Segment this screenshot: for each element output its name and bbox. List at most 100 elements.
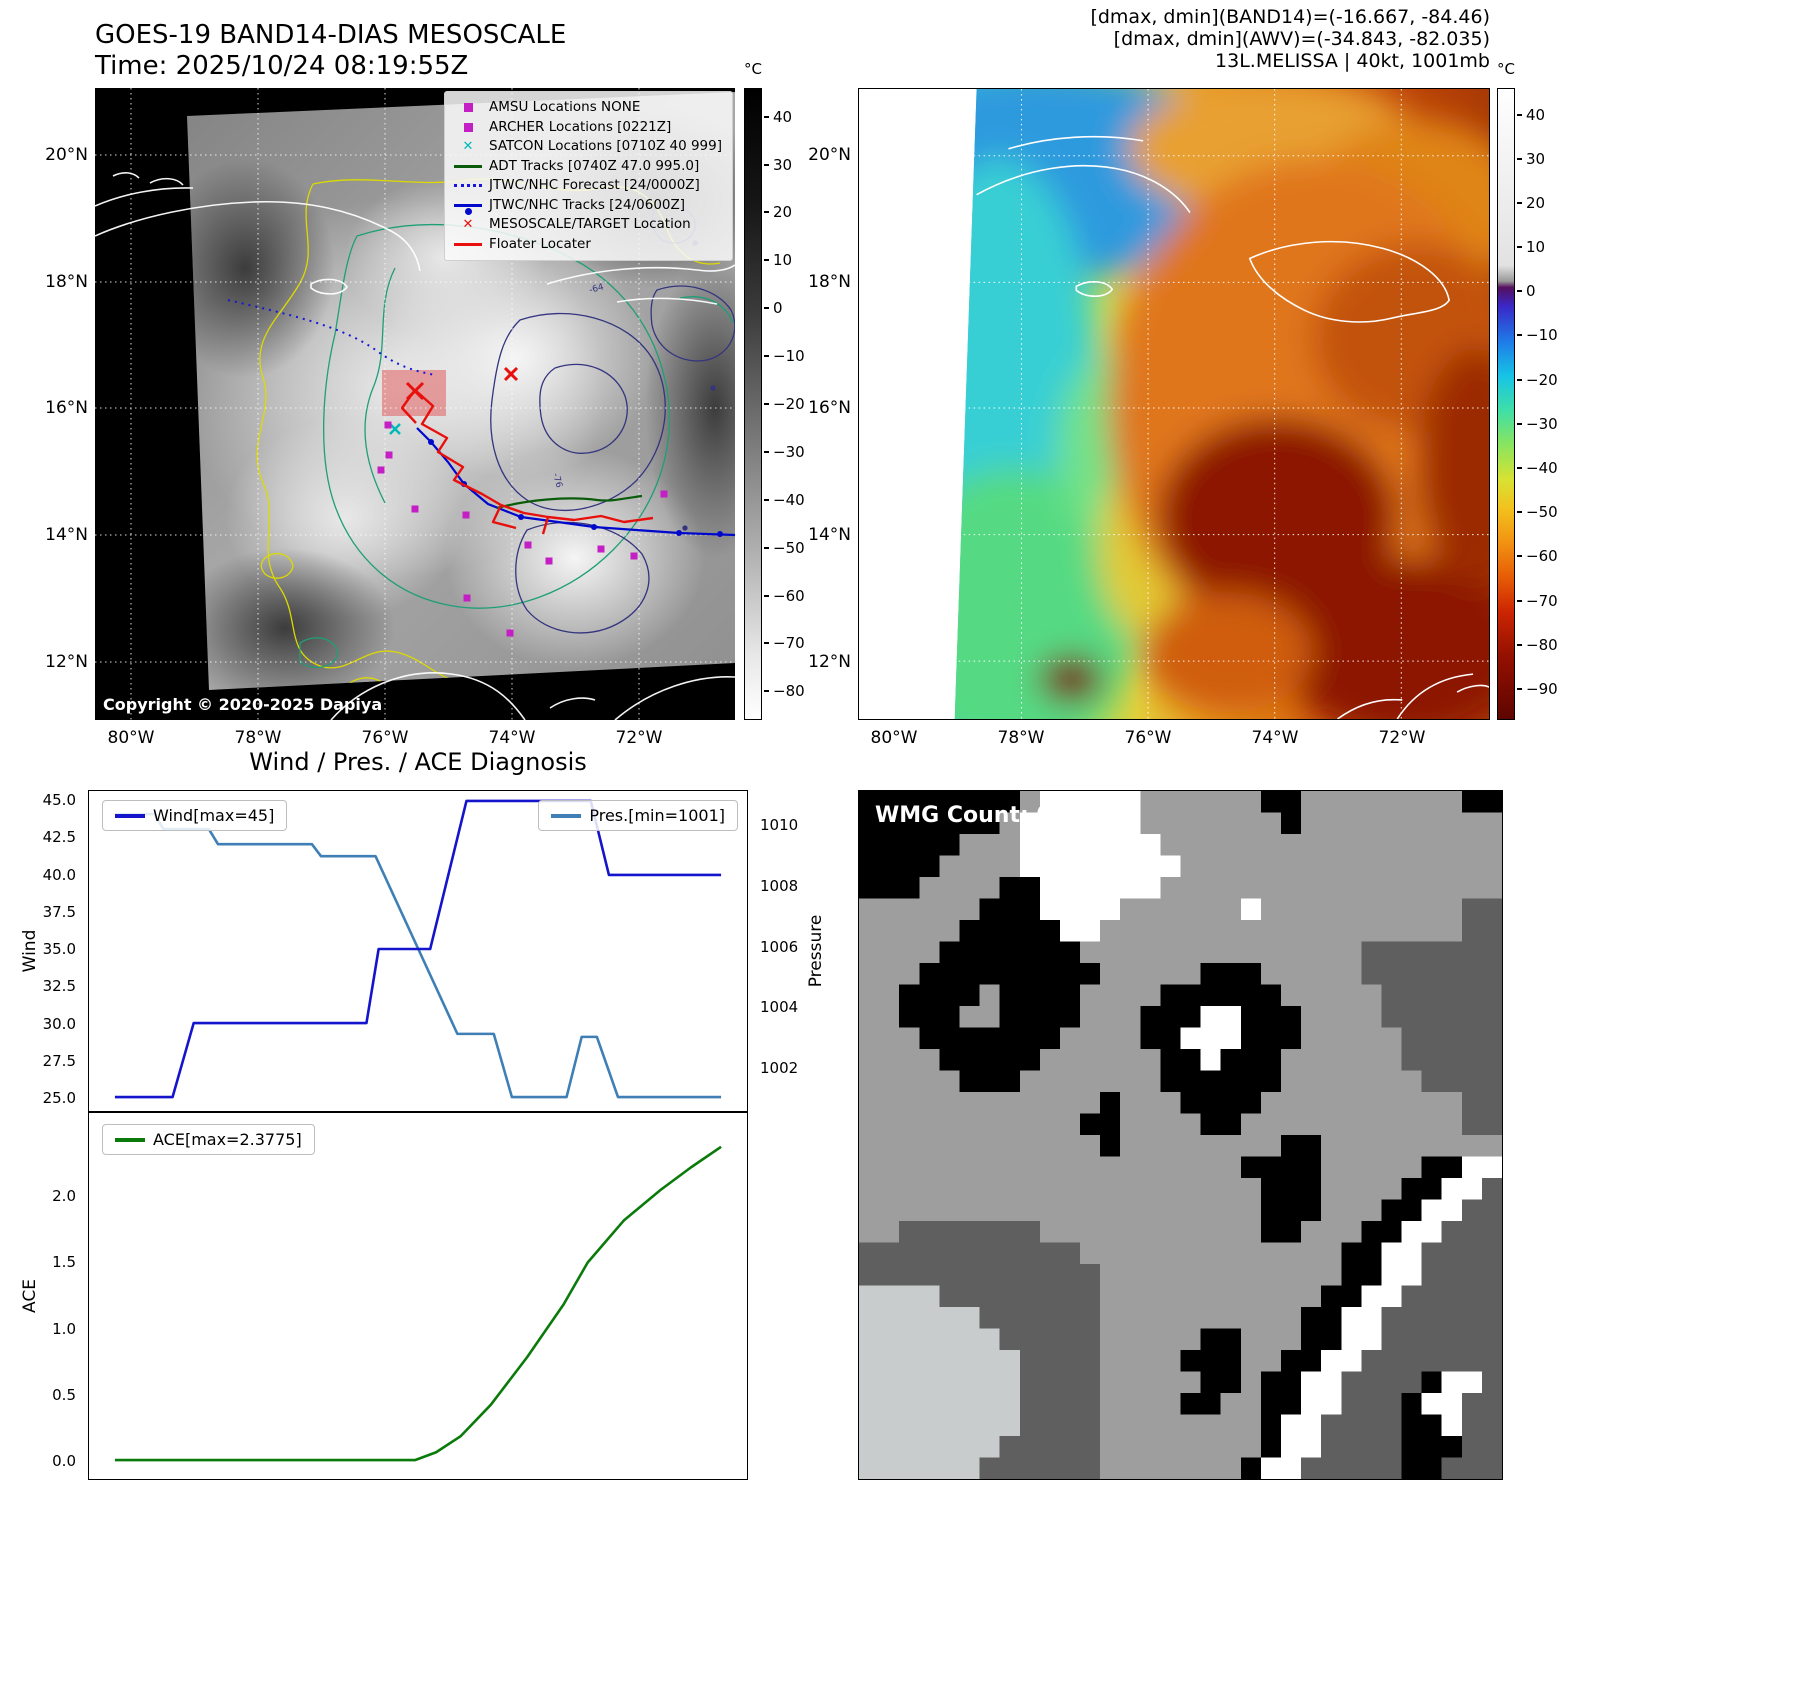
lat-tick-label: 18°N	[808, 272, 851, 292]
legend-x-icon: ✕	[462, 139, 474, 155]
lon-tick-label: 76°W	[361, 728, 409, 748]
colorbar-tick: −50	[764, 539, 805, 557]
colorbar-tick: −90	[1517, 680, 1558, 698]
wind-line-swatch	[115, 813, 145, 818]
legend-item-label: JTWC/NHC Forecast [24/0000Z]	[489, 177, 700, 193]
contour-label: -76	[550, 472, 564, 489]
legend-line-dot-icon	[451, 203, 485, 215]
lat-tick-label: 18°N	[45, 272, 88, 292]
colorbar-tick: −10	[1517, 326, 1558, 344]
colorbar-tick: 0	[1517, 282, 1536, 300]
awv-satellite-image	[859, 89, 1489, 719]
chart-tick-label: 45.0	[42, 791, 76, 809]
lon-tick-label: 78°W	[234, 728, 282, 748]
colorbar-tick: −40	[764, 491, 805, 509]
lon-tick-label: 80°W	[107, 728, 155, 748]
wind-axis-label: Wind	[20, 929, 40, 973]
colorbar-tick: −70	[764, 634, 805, 652]
colorbar-tick: 10	[1517, 238, 1545, 256]
lon-tick-label: 72°W	[1378, 728, 1426, 748]
lat-tick-label: 20°N	[45, 145, 88, 165]
colorbar-tick: 10	[764, 251, 792, 269]
awv-colorbar	[1497, 88, 1515, 720]
legend-square-icon	[451, 103, 485, 113]
band14-colorbar	[744, 88, 762, 720]
wind-legend: Wind[max=45]	[102, 800, 288, 831]
legend-item: ADT Tracks [0740Z 47.0 995.0]	[451, 157, 722, 177]
satcon-marker	[389, 423, 401, 435]
band14-colorbar-ticks: 40 30 20 10 0 −10 −20 −30 −40 −50 −60 −70 −80	[764, 88, 828, 720]
lon-tick-label: 80°W	[870, 728, 918, 748]
legend-item-label: ADT Tracks [0740Z 47.0 995.0]	[489, 157, 700, 174]
coastlines	[976, 135, 1489, 719]
colorbar-tick: 40	[1517, 106, 1545, 124]
mesoscale-target-marker	[405, 366, 519, 401]
legend-x-icon: ✕	[462, 217, 474, 233]
chart-tick-label: 1002	[760, 1058, 799, 1077]
lat-tick-label: 16°N	[45, 398, 88, 418]
band14-map: -64 -76 AMSU Locations NONE ARCHER Locati…	[95, 88, 735, 720]
wind-legend-label: Wind[max=45]	[153, 806, 275, 825]
archer-marker-group	[377, 421, 668, 637]
diagnosis-title: Wind / Pres. / ACE Diagnosis	[249, 748, 587, 776]
lon-tick-label: 74°W	[488, 728, 536, 748]
chart-tick-label: 35.0	[42, 940, 76, 958]
legend-item-label: SATCON Locations [0710Z 40 999]	[489, 138, 722, 154]
chart-tick-label: 32.5	[42, 977, 76, 996]
pressure-axis-ticks: 1010 1008 1006 1004 1002	[752, 790, 806, 1112]
colorbar-tick: 0	[764, 299, 783, 317]
lat-tick-label: 20°N	[808, 145, 851, 165]
legend-item: AMSU Locations NONE	[451, 98, 722, 118]
band14-time: Time: 2025/10/24 08:19:55Z	[95, 51, 469, 81]
ace-axis-ticks: 2.0 1.5 1.0 0.5 0.0	[30, 1112, 84, 1480]
storm-status: 13L.MELISSA | 40kt, 1001mb	[1215, 50, 1490, 72]
colorbar-tick: −50	[1517, 503, 1558, 521]
awv-colorbar-ticks: 40 30 20 10 0 −10 −20 −30 −40 −50 −60 −70 −80 −90	[1517, 88, 1581, 720]
chart-tick-label: 0.0	[52, 1452, 76, 1470]
legend-item: JTWC/NHC Tracks [24/0600Z]	[451, 196, 722, 216]
legend-item: JTWC/NHC Forecast [24/0000Z]	[451, 176, 722, 196]
chart-tick-label: 1006	[760, 937, 799, 956]
legend-item-label: MESOSCALE/TARGET Location	[489, 216, 691, 232]
band14-title: GOES-19 BAND14-DIAS MESOSCALE	[95, 20, 567, 50]
legend-item: ✕ MESOSCALE/TARGET Location	[451, 215, 722, 235]
legend-item: ARCHER Locations [0221Z]	[451, 118, 722, 138]
band14-legend: AMSU Locations NONE ARCHER Locations [022…	[444, 91, 733, 261]
coastlines	[95, 172, 735, 720]
chart-tick-label: 40.0	[42, 865, 76, 884]
ace-legend: ACE[max=2.3775]	[102, 1124, 315, 1155]
legend-item-label: ARCHER Locations [0221Z]	[489, 118, 672, 135]
pressure-legend-label: Pres.[min=1001]	[589, 806, 725, 825]
chart-tick-label: 1.0	[52, 1319, 76, 1338]
lat-tick-label: 12°N	[45, 652, 88, 672]
chart-tick-label: 27.5	[42, 1051, 76, 1070]
colorbar-tick: −60	[764, 587, 805, 605]
chart-tick-label: 2.0	[52, 1187, 76, 1205]
wind-pressure-chart	[88, 790, 748, 1112]
lat-tick-label: 14°N	[45, 525, 88, 545]
ace-line-swatch	[115, 1137, 145, 1142]
colorbar-tick: 40	[764, 108, 792, 126]
colorbar-tick: −30	[764, 443, 805, 461]
legend-item-label: AMSU Locations NONE	[489, 99, 641, 115]
ace-chart	[88, 1112, 748, 1480]
legend-line-icon	[451, 242, 485, 246]
dmax-dmin-awv: [dmax, dmin](AWV)=(-34.843, -82.035)	[1113, 28, 1490, 50]
legend-line-icon	[451, 164, 485, 168]
lat-tick-label: 14°N	[808, 525, 851, 545]
lat-tick-label: 16°N	[808, 398, 851, 418]
legend-item: ✕ SATCON Locations [0710Z 40 999]	[451, 137, 722, 157]
chart-tick-label: 1008	[760, 876, 799, 895]
awv-map	[858, 88, 1490, 720]
colorbar-tick: 20	[1517, 194, 1545, 212]
pressure-axis-label: Pressure	[806, 914, 826, 988]
ace-axis-label: ACE	[20, 1279, 40, 1313]
colorbar-tick: −70	[1517, 592, 1558, 610]
legend-dotted-icon	[451, 184, 485, 188]
chart-tick-label: 1.5	[52, 1253, 76, 1272]
lon-tick-label: 76°W	[1124, 728, 1172, 748]
dmax-dmin-band14: [dmax, dmin](BAND14)=(-16.667, -84.46)	[1090, 6, 1490, 28]
pressure-legend: Pres.[min=1001]	[538, 800, 738, 831]
legend-item: Floater Locater	[451, 235, 722, 255]
colorbar-tick: −40	[1517, 459, 1558, 477]
